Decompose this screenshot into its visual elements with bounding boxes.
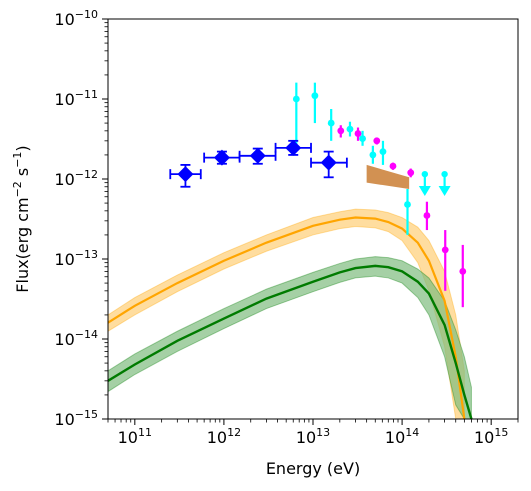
cyan-upper-limit: [418, 170, 431, 196]
y-tick-label: 10−15: [54, 408, 98, 429]
cyan-marker: [346, 125, 354, 133]
magenta-marker: [373, 137, 381, 145]
cyan-point: [327, 108, 335, 141]
y-tick-label: 10−14: [54, 328, 98, 349]
magenta-point: [337, 125, 345, 138]
magenta-point: [407, 168, 415, 178]
y-tick-label: 10−12: [54, 168, 98, 189]
blue-diamond-marker: [177, 166, 194, 183]
green-model-curve: [108, 264, 473, 419]
data-points: [169, 82, 467, 308]
cyan-point: [346, 121, 354, 137]
cyan-point: [292, 82, 300, 148]
magenta-marker: [389, 162, 397, 170]
x-axis-ticks: 1011 1012 1013 1014 1015: [107, 419, 519, 447]
blue-diamond-marker: [320, 154, 337, 171]
x-tick-label: 1011: [118, 426, 152, 447]
cyan-point: [379, 140, 387, 165]
blue-diamond-point: [310, 150, 348, 179]
blue-diamond-point: [169, 164, 202, 188]
magenta-point: [459, 244, 467, 308]
blue-diamond-point: [238, 147, 277, 165]
cyan-marker: [327, 119, 335, 127]
blue-diamond-point: [274, 139, 312, 156]
x-tick-label: 1012: [207, 426, 241, 447]
cyan-limit-marker: [421, 170, 429, 178]
magenta-marker: [337, 127, 345, 135]
brown-spectrum-band: [366, 164, 410, 189]
blue-diamond-marker: [249, 147, 266, 164]
cyan-limit-marker: [441, 170, 448, 178]
cyan-marker: [379, 148, 387, 156]
cyan-point: [369, 145, 377, 164]
blue-diamond-marker: [213, 149, 230, 166]
magenta-point: [423, 201, 431, 231]
cyan-upper-limit: [438, 170, 451, 196]
cyan-point: [311, 82, 319, 124]
magenta-point: [373, 137, 381, 145]
cyan-marker: [292, 95, 300, 103]
orange-model-curve: [108, 216, 466, 419]
x-tick-label: 1015: [474, 426, 508, 447]
cyan-limit-arrowhead: [418, 185, 431, 196]
orange-model-band: [108, 208, 465, 419]
x-axis-label: Energy (eV): [266, 459, 360, 478]
y-tick-label: 10−11: [54, 88, 98, 109]
cyan-marker: [369, 151, 377, 159]
magenta-marker: [459, 267, 467, 275]
cyan-marker: [404, 201, 411, 208]
x-tick-label: 1013: [296, 426, 330, 447]
cyan-point: [359, 130, 366, 146]
magenta-marker: [407, 169, 415, 177]
y-tick-label: 10−10: [54, 8, 98, 29]
magenta-marker: [441, 246, 449, 254]
y-axis-ticks: 10−15 10−14 10−13 10−12 10−11 10−10: [54, 8, 108, 429]
y-tick-label: 10−13: [54, 248, 98, 269]
blue-diamond-marker: [285, 139, 302, 156]
magenta-point: [389, 162, 397, 170]
magenta-marker: [354, 130, 362, 137]
magenta-point: [441, 230, 449, 291]
cyan-marker: [359, 135, 366, 142]
magenta-point: [354, 127, 362, 141]
cyan-limit-arrowhead: [438, 185, 451, 196]
blue-diamond-point: [203, 149, 241, 166]
cyan-point: [404, 188, 411, 235]
x-tick-label: 1014: [385, 426, 419, 447]
cyan-marker: [311, 92, 319, 100]
model-curves: [108, 216, 473, 419]
magenta-marker: [423, 212, 431, 219]
y-axis-label: Flux(erg cm−2 s−1): [11, 145, 32, 292]
